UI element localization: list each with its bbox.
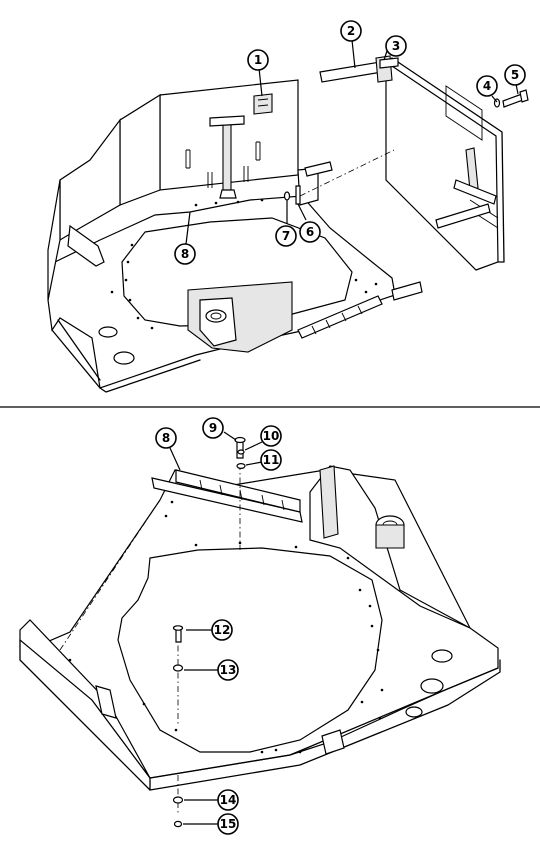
- svg-text:8: 8: [162, 431, 170, 445]
- svg-text:13: 13: [220, 663, 237, 677]
- callout-9: 9: [202, 417, 237, 441]
- callout-13: 13: [184, 659, 239, 681]
- callout-12: 12: [186, 619, 233, 641]
- callout-10: 10: [244, 425, 282, 451]
- callout-14: 14: [184, 789, 239, 811]
- callout-15: 15: [183, 813, 239, 835]
- top-callouts: 1 2 3 4 5 6 7: [174, 20, 526, 265]
- svg-text:7: 7: [282, 229, 290, 243]
- svg-text:9: 9: [209, 421, 217, 435]
- svg-text:3: 3: [392, 39, 400, 53]
- callout-5: 5: [504, 64, 526, 95]
- callout-7: 7: [275, 200, 297, 247]
- svg-text:2: 2: [347, 24, 355, 38]
- svg-text:10: 10: [263, 429, 280, 443]
- mounting-holes: [110, 198, 378, 330]
- callout-3: 3: [383, 35, 407, 61]
- svg-text:4: 4: [483, 79, 491, 93]
- svg-text:12: 12: [214, 623, 231, 637]
- callout-6: 6: [297, 203, 321, 243]
- callout-8-top: 8: [174, 211, 196, 265]
- svg-text:6: 6: [306, 225, 314, 239]
- svg-text:11: 11: [263, 453, 280, 467]
- callout-11: 11: [245, 449, 282, 471]
- callout-4: 4: [476, 75, 498, 103]
- callout-2: 2: [340, 20, 362, 69]
- svg-text:15: 15: [220, 817, 237, 831]
- callout-8-bottom: 8: [155, 427, 181, 471]
- svg-text:5: 5: [511, 68, 519, 82]
- callout-1: 1: [247, 49, 269, 97]
- bottom-view-assembly: [19, 436, 501, 828]
- svg-text:14: 14: [220, 793, 237, 807]
- bottom-callouts: 8 9 10 11 12 13 14: [155, 417, 282, 835]
- mounting-holes-bottom: [68, 500, 384, 754]
- svg-text:8: 8: [181, 247, 189, 261]
- svg-text:1: 1: [254, 53, 262, 67]
- top-view-assembly: [47, 55, 529, 393]
